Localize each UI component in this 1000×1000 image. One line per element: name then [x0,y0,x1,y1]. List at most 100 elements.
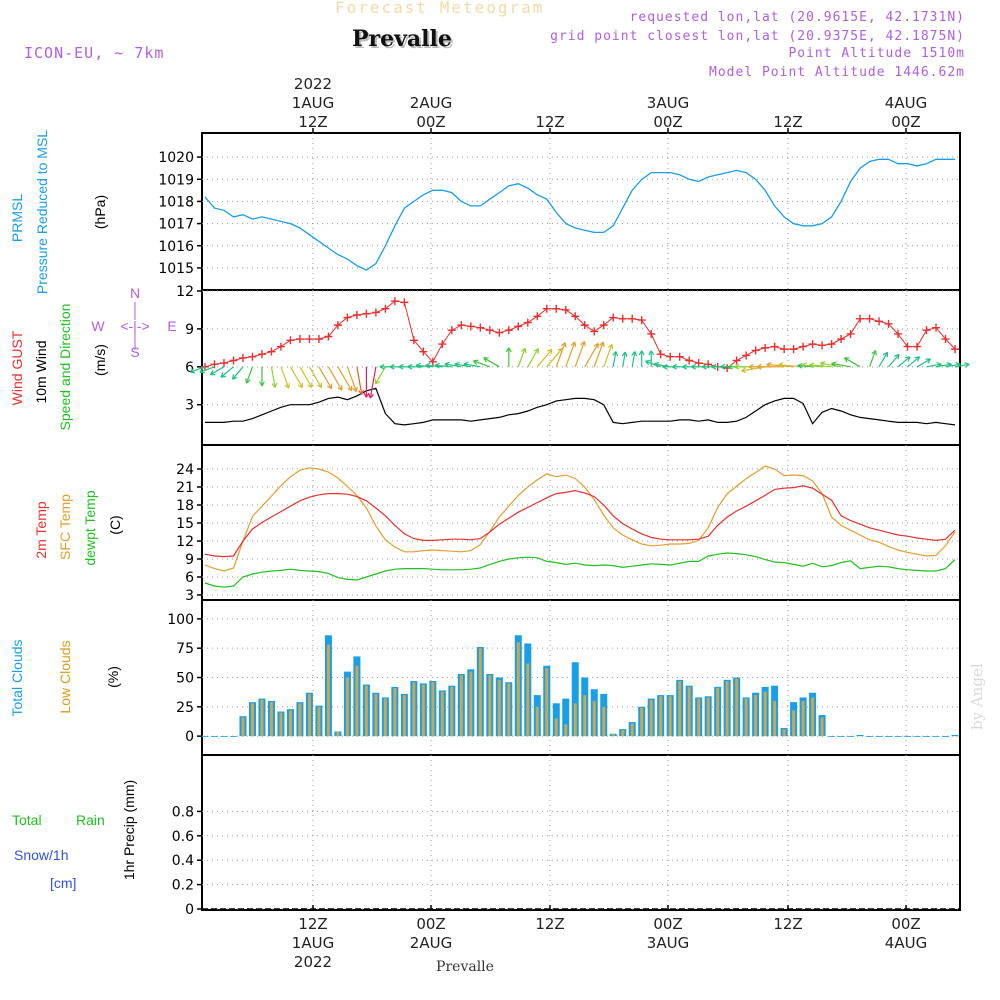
wind-direction-arrow [299,366,313,388]
total-cloud-bar [856,734,864,737]
wind-arrow-head [734,363,740,370]
wind-gust-marker [428,357,437,366]
wind-gust-marker [219,359,228,368]
wind-gust-marker [951,345,959,354]
wind-arrow-head [454,361,460,368]
wind-arrow-head [871,350,877,356]
low-cloud-bar [649,699,653,737]
wind-gust-marker [571,312,580,321]
wind-gust-marker [609,313,618,322]
wind-gust-marker [390,297,399,306]
wind-gust-marker [732,356,741,365]
y-tick-label: 21 [176,480,194,496]
wind-direction-arrow [954,363,970,368]
total-cloud-bar [837,736,845,737]
y-tick-label: 18 [176,498,194,514]
model-name: ICON-EU, ~ 7km [24,44,165,62]
wind-arrow-head [463,361,469,368]
wind-arrow-head [756,363,762,370]
wind-arrow-head [809,362,815,369]
wind-gust-marker [922,326,931,335]
total-cloud-bar [201,736,209,737]
low-cloud-bar [364,685,368,737]
wind-arrow-head [189,368,196,374]
time-label-top: 4AUG [885,94,927,112]
wind-gust-marker [504,326,513,335]
wind-direction-arrow [916,358,931,368]
wind-arrow-head [398,363,404,370]
total-cloud-bar [571,662,579,737]
wind-direction-arrow [820,362,842,368]
wind-arrow-head [473,359,479,366]
y-tick-label: 25 [176,700,194,716]
wind-arrow-head [358,389,364,395]
wind-arrow-head [415,362,421,369]
low-cloud-bar [383,698,387,737]
wind-arrow-head [316,382,323,389]
panel-frame-precipitation [201,754,961,911]
y-tick-label: 75 [176,641,194,657]
wind-direction-arrow [888,354,900,368]
total-cloud-bar [913,736,921,737]
wind-gust-marker [514,322,523,331]
wind-gust-marker [400,298,409,307]
low-cloud-bar [573,703,577,737]
wind-direction-arrow [831,362,851,368]
wind-direction-arrow [308,366,322,388]
wind-gust-marker [770,342,779,351]
wind-gust-marker [818,341,827,350]
forecast-title: Forecast Meteogram [335,0,545,17]
wind-gust-marker [295,335,304,344]
wind-gust-marker [457,321,466,330]
wind-direction-arrow [565,341,576,368]
pressure-label-unit: (hPa) [92,195,108,229]
wind-direction-arrow [463,363,481,368]
wind-direction-arrow [603,344,613,368]
wind-gust-marker [286,336,295,345]
wind-gust-marker [647,329,656,338]
y-tick-label: 3 [185,398,194,414]
wind-arrow-head [297,382,304,389]
wind-direction-arrow [797,364,813,368]
wind-gust-marker [352,311,361,320]
time-label-top: 00Z [891,113,920,131]
grid-point-coordinates: grid point closest lon,lat (20.9375E, 42… [550,29,965,44]
wind-direction-arrow [337,366,353,392]
wind-gust-marker [552,304,561,313]
time-label-bottom: 2AUG [410,934,452,952]
wind-direction-arrow [631,351,636,367]
wind-gust-marker [865,314,874,323]
wind-arrow-head [209,370,216,376]
low-cloud-bar [716,688,720,737]
low-cloud-bar [725,681,729,737]
wind-gust-marker [466,322,475,331]
wind-gust-marker [694,359,703,368]
wind-arrow-head [520,347,527,354]
time-label-bottom: 2022 [294,953,332,971]
low-cloud-bar [592,700,596,737]
precip-label-axis: 1hr Precip (mm) [121,780,137,880]
y-tick-label: 1017 [158,217,194,233]
wind-gust-marker [381,304,390,313]
low-cloud-bar [497,679,501,737]
wind-arrow-head [882,351,889,358]
time-label-bottom: 4AUG [885,934,927,952]
wind-direction-arrow [622,351,626,367]
wind-gust-marker [580,321,589,330]
wind-label-direction: Speed and Direction [57,304,73,431]
low-cloud-bar [355,665,359,737]
wind-gust-marker [789,345,798,354]
low-cloud-bar [288,710,292,737]
wind-direction-arrow [210,366,225,376]
wind-gust-marker [884,319,893,328]
low-cloud-bar [602,706,606,737]
low-cloud-bar [260,699,264,737]
wind-arrow-head [533,348,539,354]
sfc-temp-line [204,465,956,572]
wind-direction-arrow [844,357,861,368]
wind-arrow-head [368,393,374,399]
wind-arrow-head [653,361,660,368]
wind-arrow-head [621,351,628,357]
wind-gust-marker [618,314,627,323]
time-label-bottom: 00Z [653,915,682,933]
